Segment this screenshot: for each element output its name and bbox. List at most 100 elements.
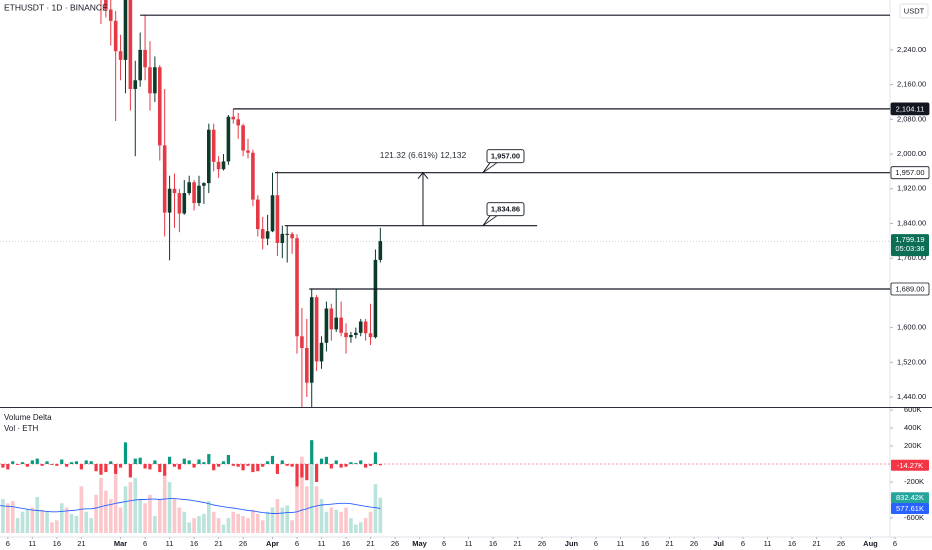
delta-bar xyxy=(153,460,157,464)
volume-bar xyxy=(84,511,89,533)
delta-bar xyxy=(25,463,30,467)
candle-body xyxy=(177,193,182,214)
x-tick-label: 16 xyxy=(342,539,350,548)
candle-body xyxy=(378,241,383,260)
volume-bar xyxy=(113,469,118,533)
candle-body xyxy=(241,125,245,151)
delta-bar xyxy=(364,463,368,468)
delta-bar xyxy=(290,463,294,467)
delta-bar xyxy=(94,463,98,472)
x-tick-label: 16 xyxy=(53,539,61,548)
volume-bar xyxy=(295,486,299,533)
candle-body xyxy=(373,259,378,338)
price-pane: 121.32 (6.61%) 12,132 1,957.00 1,834.86 xyxy=(0,0,890,407)
indicator-tick-label: 400K xyxy=(904,423,922,432)
volume-bar xyxy=(118,507,123,533)
delta-bar xyxy=(138,457,142,464)
delta-bar xyxy=(128,463,132,478)
callout-pointer xyxy=(482,162,498,174)
delta-bar xyxy=(109,461,113,464)
delta-bar xyxy=(177,463,181,470)
delta-bar xyxy=(65,463,69,467)
delta-bar xyxy=(60,459,64,464)
level-label-box xyxy=(890,102,930,116)
indicator-tick-label: -600K xyxy=(904,513,924,522)
delta-bar xyxy=(50,463,54,465)
indicator-subtitle: Vol · ETH xyxy=(4,424,38,433)
x-tick-label: 26 xyxy=(538,539,546,548)
y-tick-label: 2,000.00 xyxy=(897,149,926,158)
measure-arrowhead xyxy=(417,171,429,180)
candle-body xyxy=(344,332,348,338)
x-tick-label: 16 xyxy=(190,539,198,548)
volume-bar xyxy=(182,511,187,533)
delta-bar xyxy=(221,461,226,464)
delta-bar xyxy=(123,442,128,464)
volume-bar xyxy=(354,524,358,533)
delta-bar xyxy=(20,462,25,464)
volume-bar xyxy=(202,513,206,533)
volume-bar xyxy=(99,477,103,533)
delta-bar xyxy=(182,458,186,464)
indicator-tick-label: -200K xyxy=(904,477,924,486)
delta-bar xyxy=(339,463,343,468)
candle-body xyxy=(138,49,142,81)
candle-body xyxy=(329,308,334,330)
callout-label: 1,957.00 xyxy=(491,152,520,161)
volume-bar xyxy=(138,499,142,533)
candle-body xyxy=(280,233,285,243)
delta-bar xyxy=(118,463,123,468)
delta-bar xyxy=(148,463,152,470)
candle-body xyxy=(211,129,216,162)
x-tick-label: May xyxy=(412,539,427,548)
delta-bar xyxy=(266,461,270,464)
x-tick-label: 21 xyxy=(366,539,374,548)
y-tick-label: 1,760.00 xyxy=(897,253,926,262)
delta-last-label: -14.27K xyxy=(897,461,923,470)
last-price-label: 1,799.19 xyxy=(895,235,924,244)
delta-bar xyxy=(378,463,382,466)
volume-bar xyxy=(35,496,40,533)
delta-bar xyxy=(69,462,74,464)
delta-bar xyxy=(285,463,289,466)
volume-bar xyxy=(172,499,177,533)
volume-bar xyxy=(339,511,343,533)
delta-bar xyxy=(40,463,44,466)
volume-bar xyxy=(246,518,250,533)
x-tick-label: Aug xyxy=(863,539,878,548)
delta-bar xyxy=(275,463,280,474)
delta-bar xyxy=(79,463,83,470)
volume-bar xyxy=(177,507,182,533)
candle-body xyxy=(197,185,201,204)
delta-bar xyxy=(241,463,245,471)
x-tick-label: 6 xyxy=(6,539,10,548)
candle-body xyxy=(363,321,368,334)
x-tick-label: 11 xyxy=(465,539,473,548)
volume-bar xyxy=(226,518,231,533)
volume-bar xyxy=(89,518,93,533)
candle-body xyxy=(339,317,343,333)
callout-pointer xyxy=(482,215,498,227)
delta-bar xyxy=(35,458,39,464)
delta-bar xyxy=(202,462,206,464)
ma-last-label: 577.61K xyxy=(896,504,924,513)
candle-body xyxy=(172,188,177,194)
x-tick-label: Apr xyxy=(266,539,279,548)
volume-bar xyxy=(59,503,64,533)
volume-bar xyxy=(305,486,309,533)
candle-body xyxy=(319,342,324,362)
y-tick-label: 2,080.00 xyxy=(897,114,926,123)
delta-bar xyxy=(74,461,79,464)
currency-box[interactable] xyxy=(899,3,929,19)
delta-bar xyxy=(99,463,103,475)
y-tick-label: 1,520.00 xyxy=(897,357,926,366)
volume-bar xyxy=(216,518,221,533)
volume-bar xyxy=(300,456,304,533)
x-tick-label: 26 xyxy=(837,539,845,548)
volume-bar xyxy=(344,507,348,533)
x-tick-label: 11 xyxy=(617,539,625,548)
delta-bar xyxy=(300,463,304,478)
volume-bar xyxy=(334,509,339,533)
delta-bar xyxy=(344,463,348,467)
last-price-box xyxy=(891,234,929,257)
